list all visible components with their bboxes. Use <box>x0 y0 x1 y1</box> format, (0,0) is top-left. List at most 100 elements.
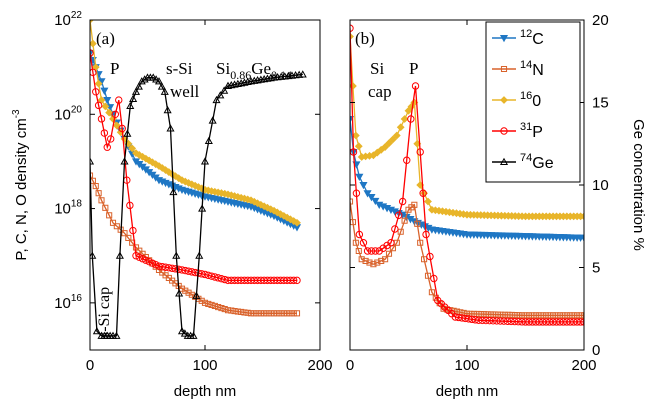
series-a-Ge74-point <box>112 331 121 339</box>
series-b-P31-point <box>371 247 380 255</box>
series-a-Ge74-line <box>90 73 303 337</box>
series-a-N14-point <box>175 282 182 290</box>
series-a-O16-point <box>158 164 167 172</box>
series-a-Ge74-point <box>169 187 178 196</box>
series-b-O16-point <box>392 131 401 140</box>
series-b-P31-point <box>496 317 504 325</box>
series-b-N14-point <box>401 217 408 224</box>
series-a-Ge74-point <box>140 75 149 83</box>
series-b-P31-point <box>503 317 512 326</box>
series-a-Ge74-point <box>192 291 201 299</box>
series-b-C12-point <box>363 190 372 198</box>
series-a-O16-point <box>101 102 110 111</box>
legend-label-O16: 160 <box>520 90 541 110</box>
series-b-P31-point <box>416 148 424 156</box>
x-tick-label-b: 100 <box>454 357 479 374</box>
y-tick-label-b: 15 <box>592 95 609 112</box>
series-b-P31-point <box>500 317 508 325</box>
y-tick-label-b: 10 <box>592 177 609 194</box>
series-b-P31-point <box>478 316 486 325</box>
series-b-N14-point <box>350 198 354 205</box>
y-tick-label-b: 5 <box>592 260 600 277</box>
legend-marker-C12 <box>499 34 509 43</box>
series-a-Ge74-point <box>220 86 229 94</box>
annotation-ssi-cap: s-Si cap <box>96 287 113 338</box>
series-a-O16-point <box>128 144 137 153</box>
series-b-O16-point <box>580 212 584 221</box>
series-b-P31-point <box>403 156 411 164</box>
series-b-P31-point <box>355 230 364 239</box>
annotation-p-a: P <box>110 59 119 78</box>
series-a-Ge74-point <box>149 73 158 81</box>
series-a-Ge74-point <box>137 77 146 85</box>
series-a-Ge74-point <box>152 75 161 83</box>
y-tick-label-a: 1016 <box>54 293 82 312</box>
series-b-P31-point <box>482 316 490 325</box>
series-a-Ge74-point <box>200 157 210 165</box>
y-tick-label-b: 20 <box>592 12 609 29</box>
series-a-N14-point <box>162 272 169 279</box>
series-a-O16-point <box>148 158 157 167</box>
annotation-ssi-well-2: well <box>170 82 200 101</box>
annotation-ssi-well-1: s-Si <box>166 59 193 78</box>
series-b-P31-point <box>407 115 415 123</box>
series-b-N14-point <box>411 201 418 208</box>
series-a-P31-point <box>118 124 126 133</box>
series-a-P31-point <box>290 276 298 285</box>
series-a-Ge74-point <box>172 251 181 259</box>
series-b-N14-point <box>447 307 454 314</box>
panel-label-a: (a) <box>96 29 115 48</box>
series-a-O16-point <box>289 217 298 225</box>
legend: 12C 14N 160 31P 74Ge <box>485 21 581 183</box>
series-a-Ge74-point <box>129 94 138 102</box>
series-a-N14-point <box>201 299 209 306</box>
series-a-N14-point <box>136 247 143 254</box>
y-axis-label-b: Ge concentration % <box>630 119 647 251</box>
y-tick-label-a: 1018 <box>54 199 82 218</box>
series-a-N14-point <box>92 183 99 190</box>
series-b-O16-point <box>424 197 432 206</box>
series-b-P31-point <box>514 317 522 326</box>
series-a-N14-point <box>95 190 102 197</box>
series-a-N14-point <box>113 223 120 230</box>
series-b-P31-point <box>411 82 420 90</box>
series-a-O16-point <box>90 20 94 24</box>
series-a-N14-point <box>293 310 301 317</box>
series-a-N14-point <box>215 303 222 311</box>
y-tick-label-b: 0 <box>592 342 600 359</box>
series-a-O16-point <box>151 160 160 169</box>
series-b-O16-point <box>400 115 409 123</box>
series-a-N14-point <box>106 212 113 219</box>
series-a-Ge74-point <box>204 136 213 145</box>
series-b-P31-point <box>387 239 395 247</box>
x-tick-label-b: 200 <box>571 357 596 374</box>
series-a-Ge74-point <box>131 87 141 95</box>
series-a-P31-point <box>132 252 140 260</box>
annotation-sige: Si0.86Ge0.14 <box>216 59 292 82</box>
x-tick-label-a: 0 <box>86 357 94 374</box>
series-a-Ge74-point <box>123 129 132 137</box>
series-b-P31-point <box>485 316 494 325</box>
series-b-N14-point <box>358 256 365 263</box>
series-a-P31-point <box>111 110 120 118</box>
series-b-O16-point <box>381 143 390 151</box>
series-b-P31-point <box>422 230 430 239</box>
series-a-Ge74-point <box>177 327 187 335</box>
series-b-P31-point <box>511 317 519 326</box>
series-b-N14-point <box>366 259 373 266</box>
series-a-C12-point <box>103 97 112 105</box>
series-b-P31-point <box>352 189 361 197</box>
x-axis-label-a: depth nm <box>174 383 237 400</box>
series-b-C12-point <box>355 173 364 181</box>
legend-marker-Ge74 <box>499 157 509 166</box>
series-a-P31-point <box>90 68 97 77</box>
series-b-N14-point <box>352 239 359 246</box>
series-b-O16-point <box>350 82 357 90</box>
series-a-O16-point <box>171 172 180 181</box>
series-b-N14-point <box>355 247 362 255</box>
series-a-N14-point <box>205 300 212 307</box>
series-a-N14-point <box>155 266 163 273</box>
series-a-P31-point <box>126 201 134 210</box>
series-a-Ge74-point <box>92 327 101 335</box>
series-a-Ge74-point <box>134 82 143 90</box>
